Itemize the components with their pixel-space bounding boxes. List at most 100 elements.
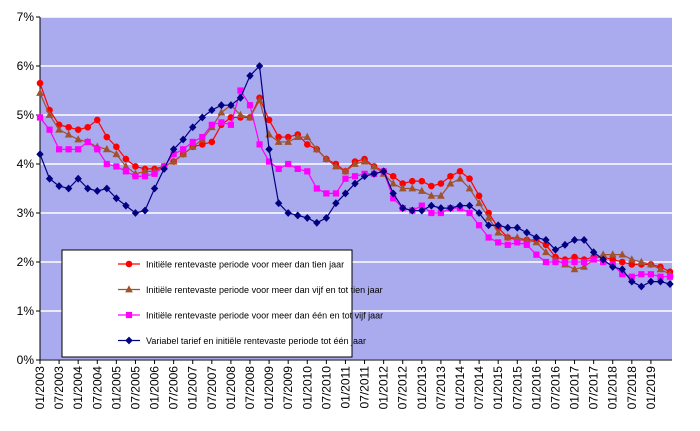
marker: [113, 163, 120, 170]
marker: [484, 221, 493, 230]
marker: [465, 201, 474, 210]
marker: [523, 241, 530, 248]
marker: [580, 258, 588, 266]
marker: [589, 248, 598, 257]
marker: [571, 258, 578, 266]
series: [36, 62, 674, 291]
x-tick-label: 01/2004: [71, 366, 85, 410]
marker: [169, 157, 178, 165]
marker: [256, 141, 263, 148]
marker: [428, 209, 435, 217]
x-tick-label: 07/2013: [434, 366, 448, 410]
marker: [113, 143, 120, 151]
marker: [84, 123, 92, 131]
x-tick-label: 07/2003: [52, 366, 66, 410]
marker: [465, 184, 474, 192]
marker: [312, 145, 321, 153]
marker: [132, 173, 139, 180]
marker: [342, 175, 349, 182]
marker: [180, 146, 187, 153]
x-tick-label: 07/2010: [319, 366, 333, 410]
marker: [322, 154, 331, 162]
marker: [198, 141, 206, 148]
marker: [218, 119, 225, 126]
marker: [93, 116, 101, 124]
marker: [65, 146, 72, 153]
marker: [208, 121, 215, 128]
marker: [74, 174, 82, 183]
marker: [294, 211, 302, 220]
marker: [456, 168, 464, 175]
marker: [94, 146, 101, 153]
marker: [666, 273, 674, 280]
marker: [495, 239, 502, 246]
x-tick-label: 01/2009: [262, 366, 276, 410]
marker: [103, 133, 111, 141]
marker: [36, 150, 44, 159]
legend-label: Initiële rentevaste periode voor meer da…: [146, 260, 344, 270]
marker: [179, 149, 188, 158]
marker: [285, 160, 292, 168]
marker: [332, 199, 340, 208]
marker: [446, 179, 455, 187]
marker: [389, 179, 398, 187]
marker: [647, 260, 655, 268]
x-tick-label: 01/2013: [415, 366, 429, 410]
marker: [332, 162, 340, 170]
legend-label: Variabel tarief en initiële rentevaste p…: [146, 336, 366, 346]
marker: [55, 182, 63, 190]
marker: [265, 145, 273, 154]
marker: [198, 113, 206, 122]
y-tick-label: 0%: [17, 353, 35, 367]
marker: [150, 184, 159, 193]
x-tick-label: 07/2006: [167, 366, 181, 410]
x-tick-label: 07/2008: [243, 366, 257, 410]
marker: [65, 123, 72, 131]
marker: [647, 271, 655, 278]
legend-label: Initiële rentevaste periode voor meer da…: [146, 285, 383, 295]
marker: [408, 177, 416, 185]
marker: [466, 175, 473, 182]
x-tick-label: 01/2011: [338, 366, 352, 409]
marker: [551, 245, 560, 254]
marker: [160, 164, 168, 173]
marker: [638, 271, 645, 278]
marker: [189, 138, 196, 146]
marker: [389, 189, 397, 198]
marker: [456, 174, 464, 182]
marker: [628, 277, 636, 286]
y-tick-label: 4%: [17, 157, 35, 171]
marker: [84, 184, 92, 193]
x-tick-label: 01/2018: [606, 366, 620, 410]
marker: [523, 228, 531, 237]
marker: [313, 218, 321, 227]
marker: [599, 255, 607, 264]
marker: [169, 145, 178, 154]
marker: [125, 336, 133, 345]
x-tick-label: 01/2006: [148, 366, 162, 410]
marker: [456, 201, 464, 210]
marker: [399, 204, 407, 213]
marker: [484, 213, 493, 221]
marker: [112, 149, 121, 158]
marker: [628, 261, 636, 268]
marker: [189, 123, 197, 132]
marker: [103, 184, 111, 193]
marker: [475, 198, 483, 207]
marker: [125, 311, 133, 319]
marker: [418, 177, 426, 185]
marker: [131, 209, 140, 217]
marker: [389, 172, 397, 180]
marker: [656, 265, 665, 273]
marker: [45, 174, 54, 183]
x-tick-label: 07/2016: [548, 366, 562, 410]
x-tick-label: 01/2019: [644, 366, 658, 410]
marker: [408, 206, 416, 215]
legend: Initiële rentevaste periode voor meer da…: [61, 249, 383, 358]
marker: [246, 71, 254, 80]
marker: [514, 239, 521, 246]
legend-box: [61, 249, 353, 358]
marker: [618, 258, 626, 266]
x-tick-label: 07/2012: [396, 366, 410, 410]
marker: [532, 233, 541, 242]
